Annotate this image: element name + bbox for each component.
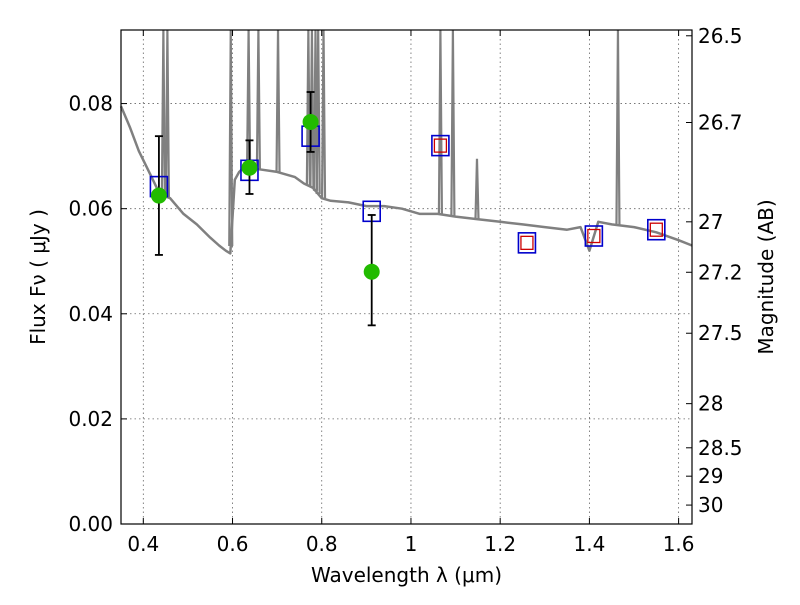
sed-continuum-line xyxy=(119,105,693,255)
y2-tick-label: 27.5 xyxy=(698,321,743,345)
y2-axis-label: Magnitude (AB) xyxy=(754,199,778,354)
x-tick-label: 1.6 xyxy=(663,532,695,556)
y-tick-label: 0.08 xyxy=(68,92,113,116)
x-axis-label: Wavelength λ (μm) xyxy=(311,563,502,587)
x-tick-label: 0.4 xyxy=(127,532,159,556)
emission-line-spike xyxy=(164,29,170,198)
model-photometry-square-blue xyxy=(517,232,537,254)
observed-flux-point xyxy=(150,187,167,204)
model-photometry-square-red xyxy=(587,228,601,244)
model-photometry-square-red xyxy=(520,235,534,250)
x-tick-label: 1.2 xyxy=(484,532,516,556)
emission-line-spike xyxy=(450,29,456,217)
model-photometry-square-red xyxy=(649,222,663,237)
marker-layer xyxy=(149,91,666,327)
y-axis-label: Flux Fν ( μJy ) xyxy=(26,209,50,345)
y2-tick-label: 28 xyxy=(698,392,723,416)
emission-line-spike xyxy=(437,29,444,215)
observed-flux-point xyxy=(241,159,258,176)
emission-line-spike xyxy=(315,29,321,194)
x-tick-label: 0.6 xyxy=(217,532,249,556)
emission-line-spike xyxy=(255,29,261,170)
label-layer: Wavelength λ (μm) Flux Fν ( μJy ) Magnit… xyxy=(26,199,778,587)
y-tick-label: 0.06 xyxy=(68,197,113,221)
y2-tick-label: 26.5 xyxy=(698,24,743,48)
model-photometry-square-red xyxy=(433,138,448,153)
y-tick-label: 0.04 xyxy=(68,302,113,326)
emission-line-spike xyxy=(228,29,234,247)
emission-line-spike xyxy=(615,29,621,226)
y2-tick-label: 26.7 xyxy=(698,110,743,134)
y2-tick-label: 30 xyxy=(698,493,723,517)
y2-tick-label: 27 xyxy=(698,210,723,234)
x-tick-label: 0.8 xyxy=(306,532,338,556)
model-photometry-square-blue xyxy=(431,134,450,157)
y2-tick-label: 27.2 xyxy=(698,260,743,284)
emission-line-spike xyxy=(275,29,281,173)
x-tick-label: 1 xyxy=(405,532,418,556)
model-photometry-square-blue xyxy=(647,218,666,241)
model-photometry-square-blue xyxy=(584,225,604,247)
plot-frame xyxy=(120,29,693,525)
y-tick-label: 0.02 xyxy=(68,407,113,431)
observed-flux-point xyxy=(302,113,319,130)
emission-line-spike xyxy=(160,29,166,196)
y2-tick-label: 28.5 xyxy=(698,436,743,460)
emission-line-spike xyxy=(305,29,311,186)
observed-flux-point xyxy=(363,263,380,280)
y-tick-label: 0.00 xyxy=(68,512,113,536)
emission-line-spike xyxy=(320,29,327,199)
x-tick-label: 1.4 xyxy=(573,532,605,556)
emission-line-spike xyxy=(474,158,480,220)
grid-layer xyxy=(121,30,692,524)
tick-layer: 0.4 0.6 0.8 1 1.2 1.4 1.6 0.00 0.02 0.04 0.06 0.08 2… xyxy=(68,24,742,556)
y2-tick-label: 29 xyxy=(698,464,723,488)
sed-layer xyxy=(119,29,693,255)
